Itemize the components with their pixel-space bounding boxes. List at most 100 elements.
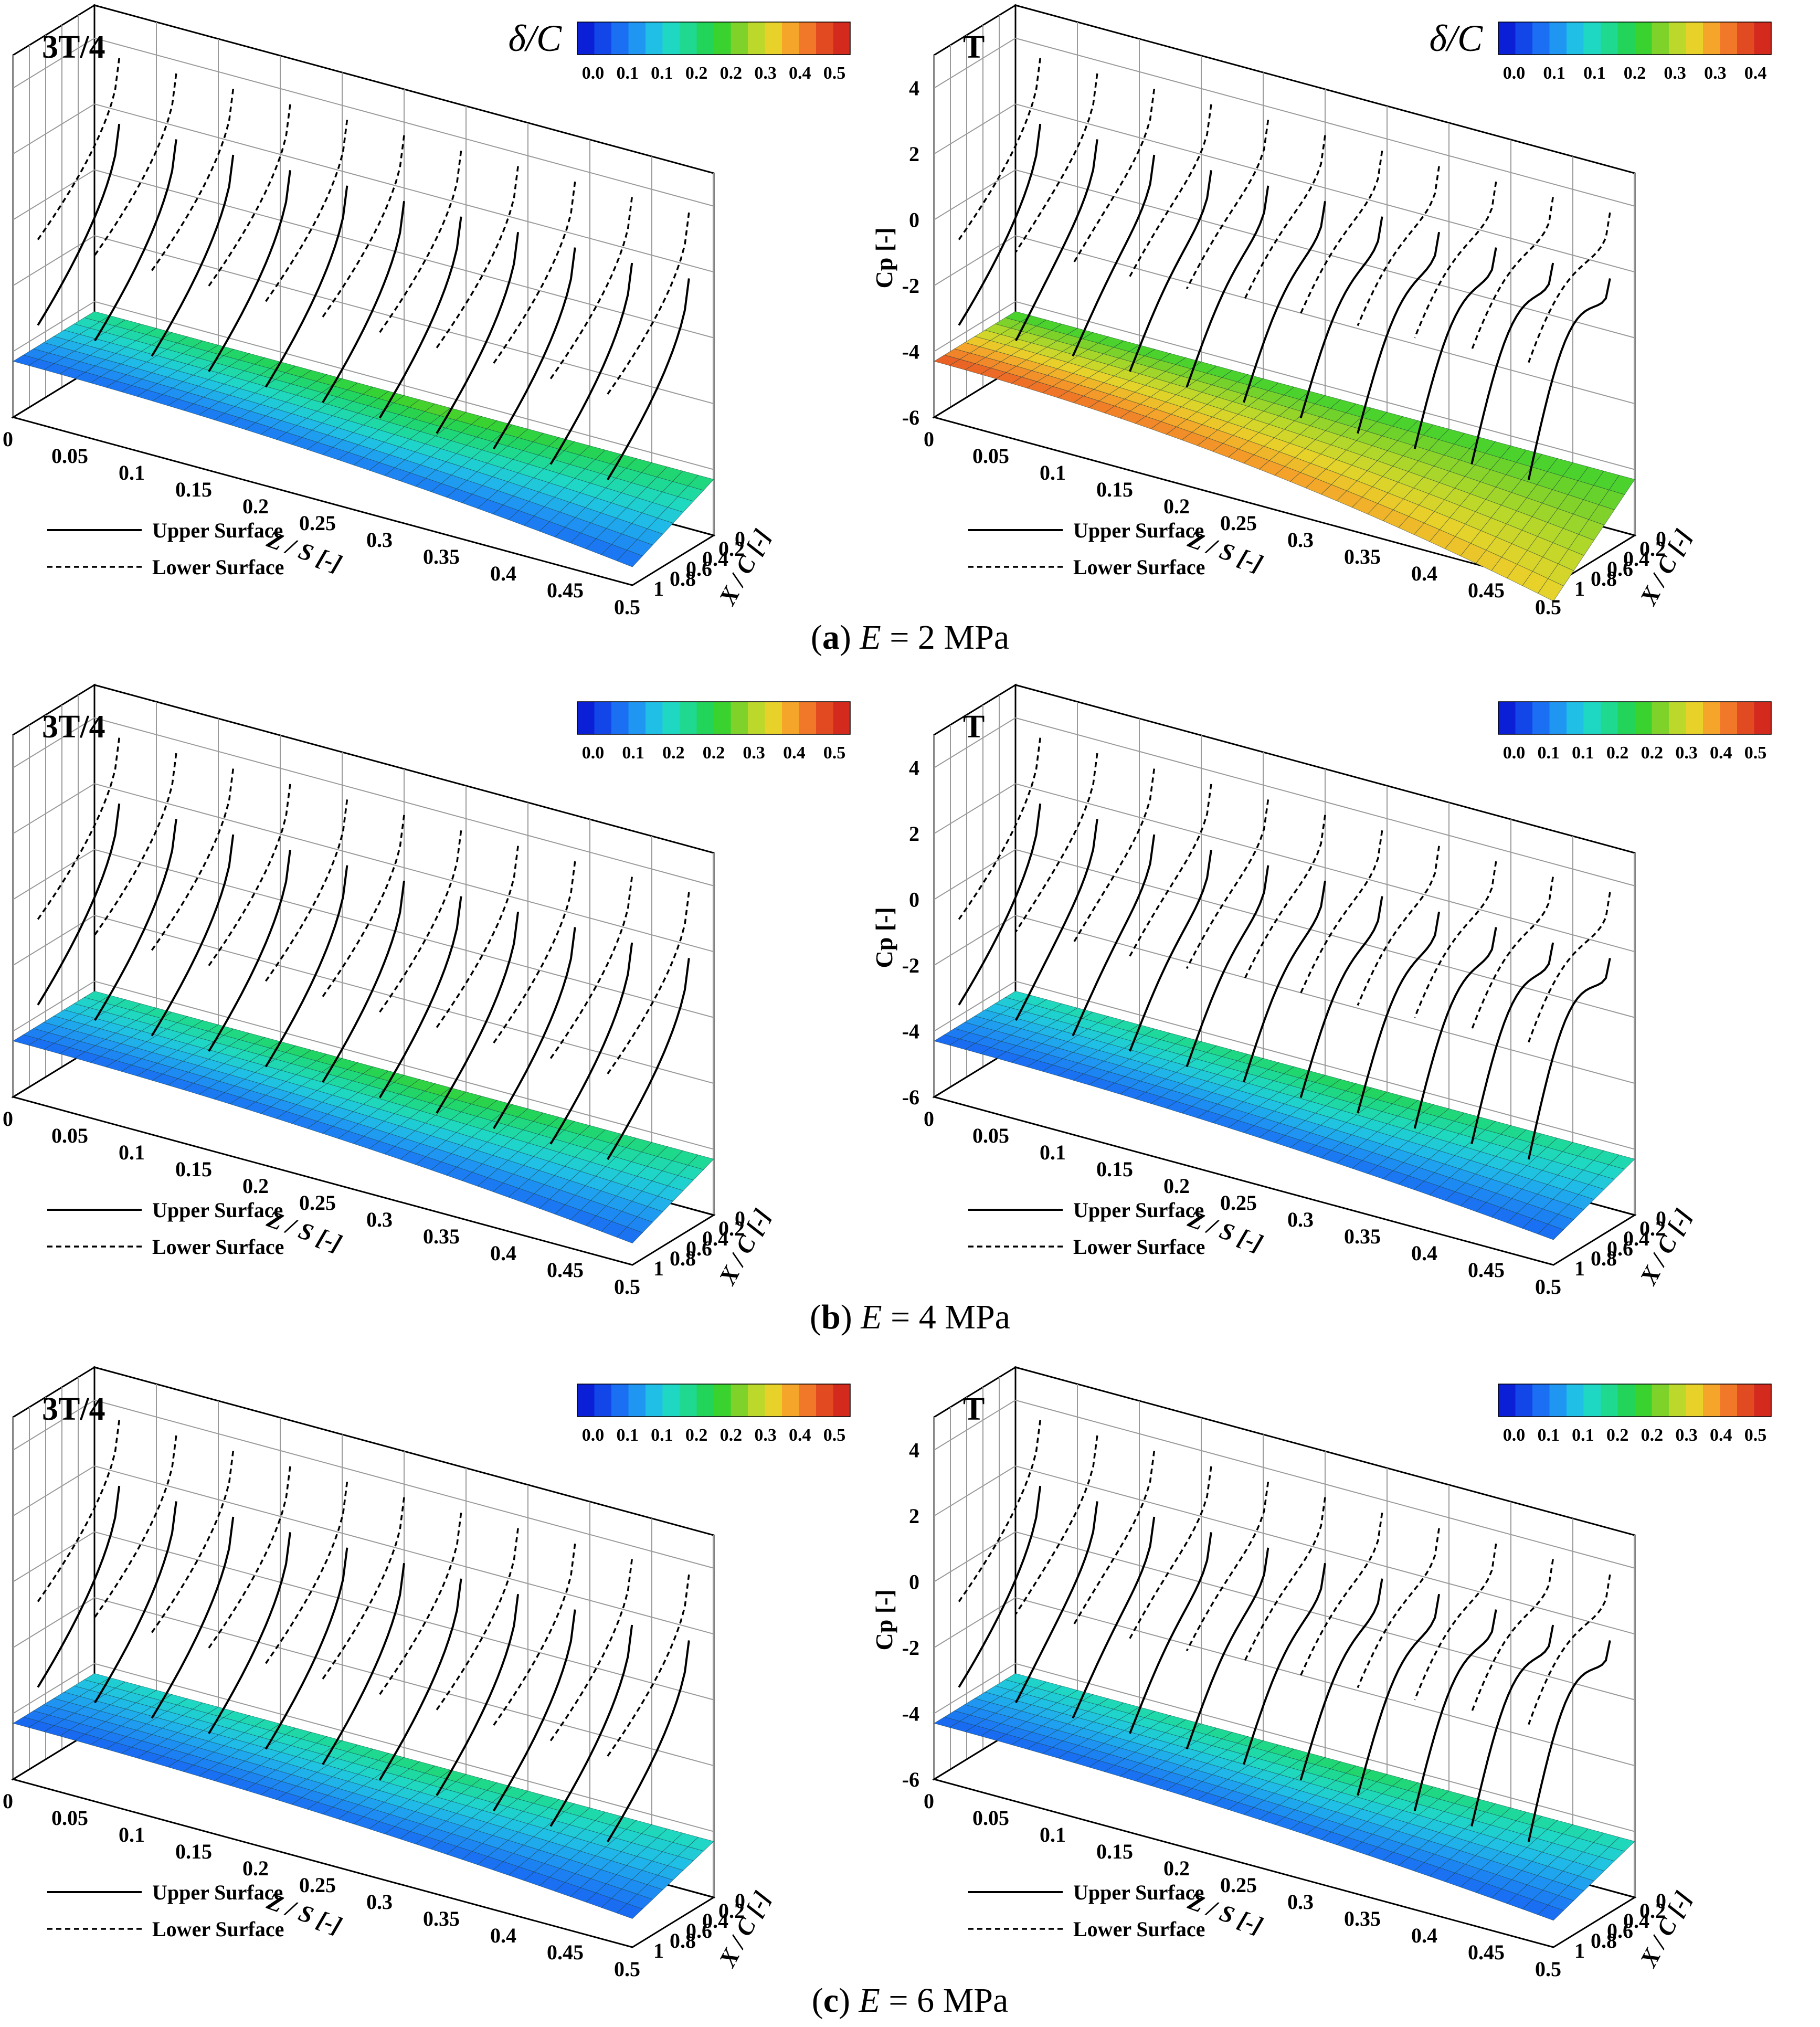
colorbar-swatch (1720, 22, 1738, 55)
cp-profile-lower (322, 1497, 405, 1680)
cp-profile-lower (1528, 212, 1611, 363)
cp-profile-lower (94, 1435, 177, 1618)
xc-tick-label: 0.4 (1623, 1909, 1649, 1933)
grid-line (934, 169, 1016, 220)
legend-label-upper: Upper Surface (152, 1881, 283, 1904)
cp-profile-upper (1072, 1516, 1156, 1719)
surface-cell (616, 1903, 643, 1919)
time-label: T (963, 29, 985, 65)
grid-line (13, 1531, 95, 1582)
cp-profile-lower (264, 799, 348, 982)
cp-profile-lower (1015, 73, 1098, 252)
zs-tick-label: 0.4 (490, 1241, 516, 1265)
caption-c: (c) E = 6 MPa (811, 1981, 1009, 2020)
colorbar-swatch (611, 1384, 629, 1417)
colorbar-swatch (1669, 1384, 1686, 1417)
colorbar-tick-label: 0.5 (823, 64, 846, 83)
zs-tick-label: 0.25 (299, 511, 336, 535)
cp-profile-lower (151, 89, 235, 271)
grid-line (934, 1399, 1016, 1451)
colorbar-swatch (1601, 1384, 1618, 1417)
xc-tick-label: 0.8 (1591, 567, 1617, 590)
panel-r0-c0: 420-2-4-6Cp [-]00.050.10.150.20.250.30.3… (3, 4, 851, 619)
colorbar-swatch (731, 1384, 748, 1417)
cp-profile-lower (958, 737, 1041, 920)
zs-tick-label: 0.35 (423, 545, 460, 568)
cp-profile-lower (607, 1574, 690, 1757)
grid-line (934, 1465, 1016, 1517)
colorbar-tick-label: 0.3 (743, 743, 765, 763)
cp-profile-upper (37, 123, 121, 326)
cp-profile-upper (151, 834, 235, 1037)
cp-profile-upper (151, 1516, 235, 1719)
xc-tick-label: 0.6 (1607, 1919, 1633, 1942)
zs-tick-label: 0.15 (1096, 1157, 1133, 1181)
cp-profile-upper (208, 850, 291, 1052)
cp-profile-upper (1186, 865, 1269, 1068)
colorbar-swatch (662, 22, 680, 55)
grid-line (13, 37, 95, 89)
grid-line (13, 915, 95, 966)
cp-profile-upper (1015, 139, 1098, 342)
cp-profile-lower (1186, 1482, 1269, 1652)
xc-tick-label: 0.8 (670, 1929, 696, 1952)
colorbar-swatch (594, 1384, 612, 1417)
cp-profile-upper (378, 1578, 462, 1781)
zs-tick-label: 0.35 (423, 1907, 460, 1930)
colorbar-tick-label: 0.2 (1641, 743, 1664, 763)
cp-tick-label: 2 (909, 822, 919, 846)
colorbar-swatch (816, 22, 833, 55)
cp-profile-upper (958, 803, 1042, 1006)
zs-tick-label: 0.1 (119, 1823, 145, 1846)
colorbar-swatch (1583, 1384, 1601, 1417)
zs-tick-label: 0.3 (366, 528, 393, 552)
cp-profile-upper (378, 896, 462, 1099)
colorbar-swatch (714, 1384, 731, 1417)
cp-tick-label: -6 (902, 1085, 919, 1109)
cp-profile-lower (1300, 1513, 1383, 1676)
cp-profile-lower (1072, 89, 1156, 265)
cp-profile-upper (1357, 231, 1441, 434)
colorbar-swatch (611, 22, 629, 55)
grid-line (934, 103, 1016, 155)
zs-tick-label: 0.35 (1344, 545, 1381, 568)
colorbar-swatch (1617, 702, 1635, 734)
caption-a: (a) E = 2 MPa (810, 618, 1010, 657)
colorbar-tick-label: 0.5 (823, 743, 846, 763)
xc-tick-label: 0.6 (1607, 1237, 1633, 1260)
zs-tick-label: 0.3 (366, 1208, 393, 1231)
zs-tick-label: 0.4 (1411, 562, 1437, 585)
colorbar-swatch (799, 1384, 817, 1417)
legend-label-upper: Upper Surface (1073, 1881, 1204, 1904)
grid-line (934, 783, 1016, 835)
xc-tick-label: 0.4 (702, 547, 728, 571)
zs-tick-label: 0.2 (242, 1174, 269, 1198)
cp-profile-upper (1299, 1578, 1383, 1780)
colorbar-tick-label: 0.1 (622, 743, 644, 763)
zs-tick-label: 0.4 (1411, 1241, 1437, 1265)
colorbar-swatch (1567, 1384, 1584, 1417)
colorbar-swatch (1532, 1384, 1550, 1417)
zs-tick-label: 0.25 (1220, 1191, 1257, 1215)
colorbar-swatch (714, 702, 731, 734)
colorbar-swatch (646, 22, 663, 55)
cp-profile-upper (607, 1640, 690, 1843)
zs-tick-label: 0.35 (423, 1224, 460, 1248)
time-label: T (963, 1391, 985, 1427)
grid-line (13, 980, 95, 1032)
colorbar-swatch (594, 22, 612, 55)
cp-profile-upper (1129, 170, 1212, 372)
cp-profile-upper (208, 170, 291, 372)
xc-tick-label: 0.8 (670, 567, 696, 590)
colorbar-swatch (782, 702, 799, 734)
zs-tick-label: 0.45 (1468, 578, 1505, 602)
cp-profile-lower (549, 877, 633, 1059)
colorbar-swatch (799, 22, 817, 55)
colorbar-swatch (680, 702, 697, 734)
cp-profile-lower (1015, 753, 1098, 932)
cp-profile-upper (1299, 216, 1383, 418)
colorbar-swatch (1737, 1384, 1754, 1417)
colorbar-swatch (577, 702, 595, 734)
colorbar-swatch (748, 1384, 765, 1417)
